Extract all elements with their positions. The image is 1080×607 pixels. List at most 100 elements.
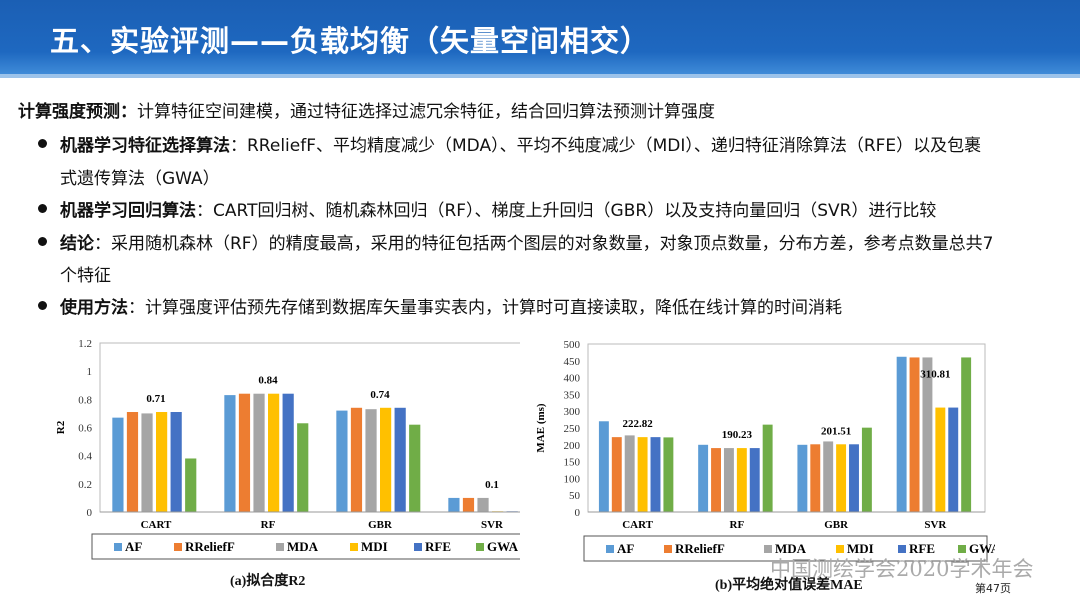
bullet-text: ：计算强度评估预先存储到数据库矢量事实表内，计算时可直接读取，降低在线计算的时间… xyxy=(128,298,842,318)
bar-rfe-svr xyxy=(948,407,959,512)
bar-rfe-cart xyxy=(170,412,182,512)
legend-label: MDA xyxy=(287,539,319,554)
bar-mdi-rf xyxy=(268,393,280,512)
bar-mda-gbr xyxy=(365,409,377,512)
mae-chart: 0 50 100 150 200 250 300 350 400 450 500 MAE (ms) CA… xyxy=(535,339,995,562)
watermark: 中国测绘学会2020学术年会 xyxy=(770,557,1034,581)
y-tick-label: 0.4 xyxy=(78,451,92,463)
bullet-3: 结论：采用随机森林（RF）的精度最高，采用的特征包括两个图层的对象数量，对象顶点… xyxy=(60,229,993,254)
data-label: 310.81 xyxy=(920,369,950,381)
bar-af-rf xyxy=(698,444,709,512)
bullet-dot xyxy=(38,139,47,148)
legend-label: RFE xyxy=(425,539,451,554)
y-axis-label: R2 xyxy=(55,420,67,434)
bar-rfe-rf xyxy=(282,393,294,512)
y-tick-label: 150 xyxy=(564,457,581,469)
y-tick-label: 0 xyxy=(575,507,581,519)
r2-caption: (a)拟合度R2 xyxy=(230,574,306,589)
legend-label: RReliefF xyxy=(185,539,235,554)
legend-swatch-mdi xyxy=(350,543,358,551)
bar-mdi-rf xyxy=(736,448,747,512)
y-tick-label: 200 xyxy=(564,440,581,452)
data-label: 190.23 xyxy=(722,429,753,441)
bar-gwa-gbr xyxy=(409,424,421,512)
bar-af-gbr xyxy=(797,444,808,512)
y-tick-label: 400 xyxy=(564,373,581,385)
legend-swatch-gwa xyxy=(958,545,966,553)
bar-rrelieff-cart xyxy=(611,437,622,512)
bar-af-rf xyxy=(224,395,236,512)
bar-rfe-cart xyxy=(650,437,661,512)
bullet-4: 使用方法：计算强度评估预先存储到数据库矢量事实表内，计算时可直接读取，降低在线计… xyxy=(60,293,842,318)
x-tick-label: CART xyxy=(622,519,653,531)
x-tick-label: SVR xyxy=(924,519,947,531)
bar-gwa-svr xyxy=(961,357,972,512)
bar-gwa-cart xyxy=(663,437,674,512)
bar-rrelieff-rf xyxy=(711,448,721,512)
legend-swatch-rfe xyxy=(898,545,906,553)
bullet-label: 结论 xyxy=(60,234,94,254)
bullet-label: 机器学习特征选择算法 xyxy=(60,136,230,156)
legend-swatch-af xyxy=(114,543,122,551)
bar-rrelieff-cart xyxy=(126,412,139,512)
bullet-dot xyxy=(38,237,47,246)
legend-swatch-rrelieff xyxy=(174,543,182,551)
bullet-1-cont: 式遗传算法（GWA） xyxy=(60,169,220,189)
bar-af-gbr xyxy=(336,410,348,512)
y-tick-label: 100 xyxy=(564,473,581,485)
bar-rrelieff-gbr xyxy=(810,444,821,512)
bar-rrelieff-svr xyxy=(462,497,475,512)
bar-rfe-gbr xyxy=(394,407,406,512)
y-tick-label: 50 xyxy=(569,490,581,502)
bar-rrelieff-rf xyxy=(238,393,251,512)
legend-label: AF xyxy=(617,541,634,556)
bar-mda-cart xyxy=(141,413,153,512)
y-tick-label: 0.6 xyxy=(78,423,92,435)
x-tick-label: GBR xyxy=(368,519,393,531)
legend-label: MDI xyxy=(361,539,388,554)
legend-box xyxy=(91,533,520,560)
bullet-1: 机器学习特征选择算法：RReliefF、平均精度减少（MDA）、平均不纯度减少（… xyxy=(60,131,981,156)
data-label: 201.51 xyxy=(821,425,851,437)
intro-line: 计算强度预测：计算特征空间建模，通过特征选择过滤冗余特征，结合回归算法预测计算强… xyxy=(18,97,715,122)
intro-label: 计算强度预测： xyxy=(18,102,137,122)
y-tick-label: 300 xyxy=(564,406,581,418)
bar-mdi-cart xyxy=(637,437,648,512)
x-tick-label: GBR xyxy=(824,519,849,531)
bullet-dot xyxy=(38,204,47,213)
legend-swatch-mdi xyxy=(836,545,844,553)
legend-swatch-gwa xyxy=(476,543,484,551)
legend-label: MDA xyxy=(775,541,807,556)
r2-chart: 0 0.2 0.4 0.6 0.8 1 1.2 R2 CART 0.71 RF 0.84 GBR 0.74… xyxy=(55,338,520,560)
y-tick-label: 0.2 xyxy=(78,479,92,491)
legend-label: RReliefF xyxy=(675,541,725,556)
x-tick-label: CART xyxy=(141,519,172,531)
bar-gwa-gbr xyxy=(861,427,872,512)
intro-text: 计算特征空间建模，通过特征选择过滤冗余特征，结合回归算法预测计算强度 xyxy=(137,102,715,122)
data-label: 222.82 xyxy=(623,418,654,430)
x-tick-label: SVR xyxy=(481,519,504,531)
bar-mdi-cart xyxy=(156,412,168,512)
bar-gwa-rf xyxy=(297,423,309,512)
data-label: 0.74 xyxy=(370,389,390,401)
legend-label: GWA xyxy=(487,539,519,554)
x-tick-label: RF xyxy=(730,519,745,531)
bar-mda-gbr xyxy=(823,441,834,512)
header-bar: 五、实验评测——负载均衡（矢量空间相交） xyxy=(0,0,1080,78)
bullet-text: ：CART回归树、随机森林回归（RF）、梯度上升回归（GBR）以及支持向量回归（… xyxy=(196,201,937,221)
legend-swatch-af xyxy=(606,545,614,553)
y-axis-label: MAE (ms) xyxy=(535,403,547,453)
legend-box xyxy=(583,535,988,562)
bullet-3-cont: 个特征 xyxy=(60,266,111,286)
bar-af-cart xyxy=(112,417,124,512)
bar-gwa-rf xyxy=(762,424,773,512)
data-label: 0.1 xyxy=(485,479,499,491)
bar-af-cart xyxy=(598,421,609,512)
legend-swatch-mda xyxy=(276,543,284,551)
bullet-2: 机器学习回归算法：CART回归树、随机森林回归（RF）、梯度上升回归（GBR）以… xyxy=(60,196,936,221)
mae-caption: (b)平均绝对值误差MAE xyxy=(715,578,863,593)
bar-mda-svr xyxy=(922,357,933,512)
bullet-label: 使用方法 xyxy=(60,298,128,318)
legend-swatch-rrelieff xyxy=(664,545,672,553)
bar-mda-rf xyxy=(253,393,265,512)
